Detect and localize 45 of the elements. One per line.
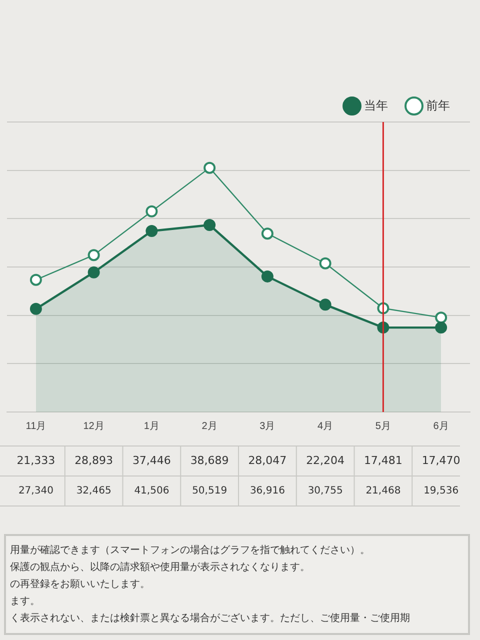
data-label: 30,755	[308, 486, 343, 497]
x-tick-label: 3月	[260, 420, 276, 432]
point	[88, 266, 100, 278]
data-label: 28,893	[74, 454, 114, 467]
point	[319, 298, 332, 311]
point	[30, 302, 42, 315]
x-tick-label: 12月	[83, 420, 104, 432]
x-tick-label: 2月	[202, 420, 218, 432]
point	[319, 257, 332, 270]
data-label: 19,536	[424, 486, 459, 497]
point	[88, 249, 100, 262]
data-label: 32,465	[76, 486, 112, 497]
x-tick-label: 6月	[433, 420, 449, 432]
data-label: 17,481	[364, 454, 402, 467]
data-label: 21,333	[16, 454, 56, 467]
x-tick-label: 5月	[375, 420, 391, 432]
text: 用量が確認できます（スマートフォンの場合はグラフを指で触れてください）。	[10, 544, 371, 558]
text: ます。	[10, 595, 41, 609]
legend-label: 前年	[426, 98, 450, 112]
point	[435, 312, 448, 324]
point	[146, 225, 158, 238]
data-label: 36,916	[250, 486, 285, 497]
point	[30, 274, 42, 286]
x-tick-label: 4月	[318, 420, 334, 432]
point	[261, 270, 274, 282]
text: く表示されない、または検針票と異なる場合がございます。ただし、ご使用量・ご使用期	[10, 612, 411, 626]
x-tick-label: 1月	[144, 420, 160, 432]
point	[435, 322, 448, 334]
data-label: 17,470	[422, 454, 460, 467]
point	[204, 219, 216, 232]
point	[204, 162, 216, 174]
point	[261, 228, 274, 240]
data-label: 27,340	[18, 486, 54, 497]
data-label: 28,047	[248, 454, 287, 467]
data-label: 37,446	[132, 454, 171, 467]
data-label: 21,468	[366, 486, 401, 497]
text: の再登録をお願いいたします。	[10, 578, 151, 592]
data-label: 38,689	[190, 454, 229, 467]
x-tick-label: 11月	[26, 420, 46, 432]
legend-label: 当年	[364, 98, 388, 112]
point	[146, 205, 158, 218]
data-label: 22,204	[306, 454, 345, 467]
text: 保護の観点から、以降の請求額や使用量が表示されなくなります。	[10, 560, 311, 575]
data-label: 50,519	[192, 486, 228, 497]
data-label: 41,506	[134, 486, 170, 497]
